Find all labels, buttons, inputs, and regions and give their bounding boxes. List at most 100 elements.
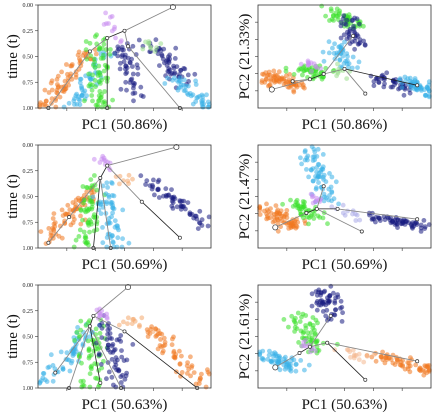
scatter-point — [187, 212, 193, 218]
scatter-point — [286, 324, 291, 330]
scatter-point — [50, 378, 56, 384]
scatter-point — [118, 60, 123, 66]
scatter-point — [54, 90, 60, 95]
scatter-point — [76, 49, 82, 55]
scatter-point — [320, 49, 326, 55]
scatter-point — [192, 71, 198, 77]
scatter-point — [130, 71, 136, 77]
scatter-point — [305, 153, 311, 159]
scatter-point — [58, 349, 64, 355]
scatter-point — [340, 210, 346, 216]
scatter-point — [310, 178, 316, 184]
scatter-point — [84, 56, 90, 62]
scatter-point — [316, 174, 322, 180]
scatter-point — [338, 23, 344, 29]
scatter-point — [84, 93, 89, 99]
scatter-point — [72, 102, 77, 107]
scatter-point — [323, 313, 329, 319]
scatter-point — [78, 378, 84, 384]
scatter-point — [77, 80, 83, 86]
scatter-point — [195, 226, 201, 232]
scatter-point — [60, 366, 66, 372]
scatter-point — [170, 336, 175, 342]
scatter-point — [339, 319, 345, 324]
tree-node — [91, 313, 96, 318]
scatter-point — [130, 91, 136, 96]
scatter-point — [118, 380, 124, 385]
scatter-point — [306, 221, 311, 227]
scatter-point — [276, 69, 282, 75]
scatter-point — [302, 157, 308, 163]
scatter-point — [109, 214, 114, 220]
scatter-point — [121, 358, 127, 363]
scatter-point — [193, 99, 199, 104]
scatter-point — [116, 322, 122, 328]
scatter-point — [65, 202, 71, 208]
scatter-point — [313, 348, 318, 354]
scatter-point — [305, 330, 310, 336]
scatter-point — [109, 374, 115, 380]
scatter-point — [42, 87, 48, 93]
scatter-point — [68, 222, 74, 228]
scatter-point — [127, 80, 133, 85]
y-axis-label: PC2 (21.33%) — [237, 14, 253, 100]
scatter-point — [205, 104, 211, 110]
scatter-point — [96, 46, 102, 52]
scatter-point — [407, 363, 413, 369]
tree-edge — [309, 315, 332, 348]
scatter-point — [273, 353, 279, 359]
y-tick-label: 0.75 — [23, 220, 34, 226]
scatter-point — [361, 38, 366, 44]
scatter-point — [276, 78, 282, 84]
scatter-point — [117, 66, 123, 72]
scatter-point — [188, 354, 193, 360]
scatter-point — [90, 201, 95, 207]
tree-edge — [323, 68, 345, 75]
scatter-point — [99, 335, 105, 340]
scatter-point — [102, 89, 107, 94]
scatter-point — [79, 93, 85, 98]
scatter-point — [296, 67, 301, 73]
scatter-point — [87, 371, 93, 377]
scatter-point — [326, 50, 332, 56]
scatter-point — [302, 149, 308, 155]
scatter-point — [413, 362, 419, 368]
scatter-point — [109, 343, 115, 349]
scatter-point — [73, 69, 79, 74]
scatter-point — [340, 16, 346, 22]
scatter-point — [356, 351, 362, 357]
scatter-point — [283, 65, 289, 71]
scatter-point — [93, 51, 99, 57]
tree-edge — [344, 68, 418, 86]
scatter-point — [104, 337, 110, 342]
tree-node — [177, 235, 182, 240]
scatter-point — [51, 228, 57, 233]
tree-edge — [309, 342, 328, 348]
scatter-point — [257, 349, 263, 355]
scatter-point — [273, 203, 279, 209]
scatter-point — [73, 93, 79, 99]
scatter-point — [98, 56, 104, 61]
scatter-point — [178, 373, 183, 379]
tree-node — [307, 77, 312, 82]
scatter-point — [158, 41, 164, 46]
scatter-point — [86, 346, 92, 352]
plot-frame — [257, 144, 432, 249]
scatter-point — [418, 229, 424, 234]
scatter-point — [38, 229, 44, 235]
plot-frame — [257, 284, 432, 389]
scatter-point — [402, 366, 408, 372]
scatter-point — [309, 335, 315, 341]
tree-edge — [344, 68, 366, 94]
scatter-point — [308, 167, 314, 173]
scatter-point — [89, 190, 94, 195]
scatter-point — [172, 71, 177, 77]
scatter-point — [162, 81, 168, 86]
scatter-point — [301, 215, 306, 221]
tree-edge — [275, 352, 300, 368]
scatter-point — [125, 55, 131, 61]
tree-edge — [89, 326, 101, 383]
scatter-point — [88, 53, 94, 59]
tree-root-node — [268, 86, 275, 93]
scatter-point — [37, 380, 43, 386]
